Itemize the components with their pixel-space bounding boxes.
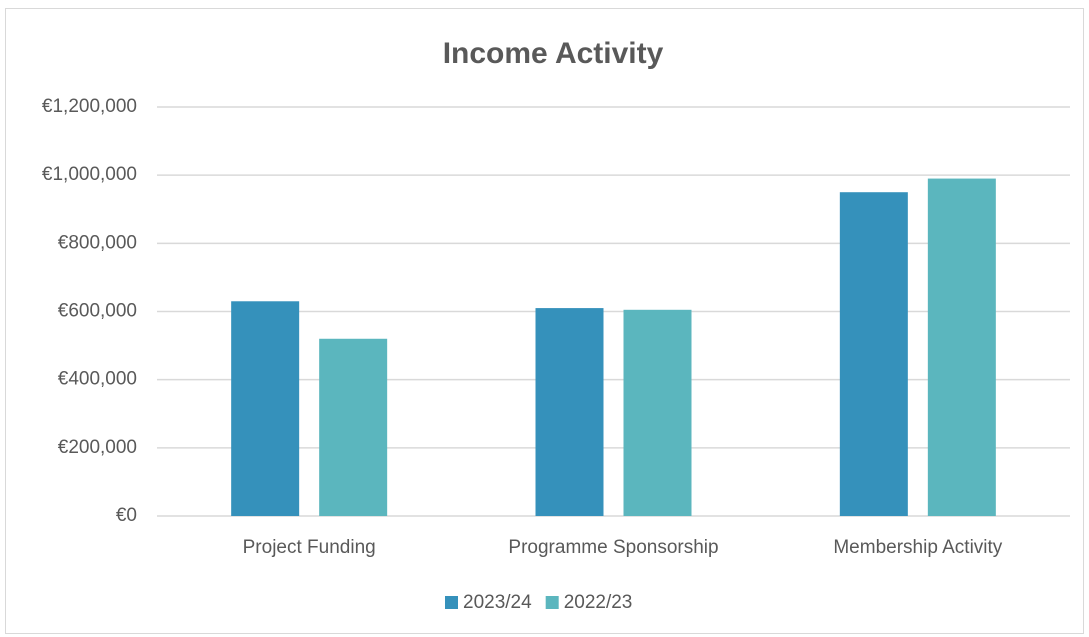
bar [927,178,996,516]
bar [231,301,300,516]
y-tick-label: €200,000 [58,437,137,458]
legend-swatch [445,596,458,609]
y-tick-label: €0 [116,505,137,526]
legend-label: 2022/23 [564,592,633,613]
legend-label: 2023/24 [463,592,532,613]
y-tick-label: €400,000 [58,369,137,390]
y-tick-label: €1,200,000 [42,96,137,117]
x-tick-label: Project Funding [243,537,376,558]
y-tick-label: €600,000 [58,301,137,322]
y-tick-label: €800,000 [58,232,137,253]
bar [839,192,908,517]
chart-title: Income Activity [443,37,664,70]
bar [535,308,604,516]
x-tick-label: Programme Sponsorship [508,537,718,558]
y-tick-label: €1,000,000 [42,164,137,185]
bar [623,309,692,516]
legend-swatch [545,596,559,609]
bar [319,338,388,516]
x-tick-label: Membership Activity [833,537,1002,558]
